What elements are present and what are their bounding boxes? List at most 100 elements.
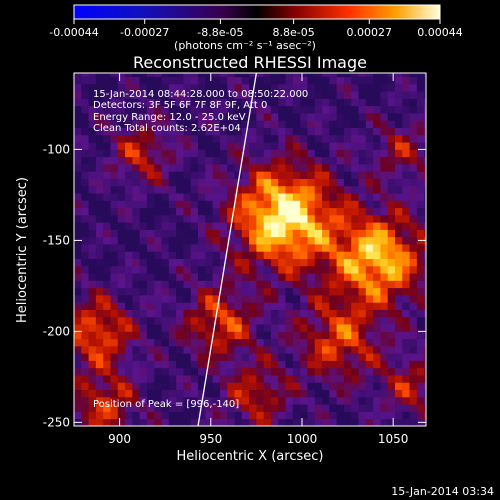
heatmap-cell xyxy=(292,396,301,405)
heatmap-cell xyxy=(380,382,389,391)
heatmap-cell xyxy=(154,316,162,325)
heatmap-cell xyxy=(139,411,148,420)
heatmap-cell xyxy=(161,105,170,114)
heatmap-cell xyxy=(292,411,301,420)
heatmap-cell xyxy=(336,193,345,201)
heatmap-cell xyxy=(278,375,286,383)
heatmap-cell xyxy=(336,316,345,325)
heatmap-cell xyxy=(117,207,126,216)
heatmap-cell xyxy=(409,382,418,391)
heatmap-cell xyxy=(285,324,294,332)
heatmap-cell xyxy=(74,98,82,107)
heatmap-cell xyxy=(373,142,381,150)
heatmap-cell xyxy=(183,105,192,114)
heatmap-cell xyxy=(285,273,294,281)
heatmap-cell xyxy=(387,83,396,92)
heatmap-cell xyxy=(110,149,119,158)
heatmap-cell xyxy=(95,149,104,158)
heatmap-cell xyxy=(154,411,162,420)
heatmap-cell xyxy=(343,287,352,296)
heatmap-cell xyxy=(81,324,89,332)
heatmap-cell xyxy=(132,236,141,245)
heatmap-cell xyxy=(394,280,403,289)
heatmap-cell xyxy=(373,76,381,85)
heatmap-cell xyxy=(365,382,374,391)
heatmap-cell xyxy=(132,134,141,143)
heatmap-cell xyxy=(161,171,170,179)
heatmap-cell xyxy=(81,396,89,405)
heatmap-cell xyxy=(358,222,367,230)
heatmap-cell xyxy=(241,178,250,187)
heatmap-cell xyxy=(322,207,330,216)
heatmap-cell xyxy=(351,222,359,230)
heatmap-cell xyxy=(117,200,126,209)
heatmap-cell xyxy=(402,367,410,376)
heatmap-cell xyxy=(307,382,316,391)
heatmap-cell xyxy=(285,163,294,172)
heatmap-cell xyxy=(336,98,345,107)
heatmap-cell xyxy=(416,367,425,376)
heatmap-cell xyxy=(314,207,323,216)
heatmap-cell xyxy=(263,367,272,376)
heatmap-cell xyxy=(227,120,235,128)
heatmap-cell xyxy=(219,396,228,405)
heatmap-cell xyxy=(409,324,418,332)
heatmap-cell xyxy=(198,331,206,340)
heatmap-cell xyxy=(424,375,426,383)
heatmap-cell xyxy=(387,294,396,303)
heatmap-cell xyxy=(103,338,111,347)
heatmap-cell xyxy=(125,258,133,267)
colorbar-tick-label: 0.00044 xyxy=(417,26,463,39)
heatmap-cell xyxy=(373,214,381,223)
heatmap-cell xyxy=(132,273,141,281)
heatmap-cell xyxy=(409,171,418,179)
heatmap-cell xyxy=(365,163,374,172)
heatmap-cell xyxy=(270,142,279,150)
annotation-detectors: Detectors: 3F 5F 6F 7F 8F 9F, Att 0 xyxy=(93,100,267,111)
heatmap-cell xyxy=(380,324,389,332)
heatmap-cell xyxy=(351,142,359,150)
y-tick-label: -100 xyxy=(43,142,70,156)
heatmap-cell xyxy=(125,236,133,245)
heatmap-cell xyxy=(241,345,250,354)
heatmap-cell xyxy=(380,83,389,92)
heatmap-cell xyxy=(168,360,177,369)
heatmap-cell xyxy=(278,338,286,347)
heatmap-cell xyxy=(329,229,338,238)
heatmap-cell xyxy=(95,418,104,426)
heatmap-cell xyxy=(125,98,133,107)
heatmap-cell xyxy=(256,338,265,347)
heatmap-cell xyxy=(198,193,206,201)
heatmap-cell xyxy=(110,404,119,412)
heatmap-cell xyxy=(322,265,330,274)
heatmap-cell xyxy=(424,273,426,281)
heatmap-cell xyxy=(343,251,352,259)
heatmap-cell xyxy=(212,287,221,296)
heatmap-cell xyxy=(139,338,148,347)
heatmap-cell xyxy=(132,193,141,201)
heatmap-cell xyxy=(110,156,119,165)
heatmap-cell xyxy=(380,178,389,187)
heatmap-cell xyxy=(380,105,389,114)
heatmap-cell xyxy=(81,404,89,412)
heatmap-cell xyxy=(190,113,199,121)
heatmap-cell xyxy=(161,404,170,412)
heatmap-cell xyxy=(300,287,308,296)
heatmap-cell xyxy=(132,258,141,267)
heatmap-cell xyxy=(380,273,389,281)
heatmap-cell xyxy=(234,236,243,245)
heatmap-cell xyxy=(146,418,155,426)
heatmap-cell xyxy=(278,98,286,107)
heatmap-cell xyxy=(365,236,374,245)
heatmap-cell xyxy=(292,367,301,376)
heatmap-cell xyxy=(314,127,323,136)
heatmap-cell xyxy=(270,236,279,245)
heatmap-cell xyxy=(205,105,214,114)
heatmap-cell xyxy=(205,411,214,420)
heatmap-cell xyxy=(103,273,111,281)
heatmap-cell xyxy=(249,302,257,310)
heatmap-cell xyxy=(95,120,104,128)
heatmap-cell xyxy=(402,76,410,85)
heatmap-cell xyxy=(256,178,265,187)
heatmap-cell xyxy=(110,83,119,92)
